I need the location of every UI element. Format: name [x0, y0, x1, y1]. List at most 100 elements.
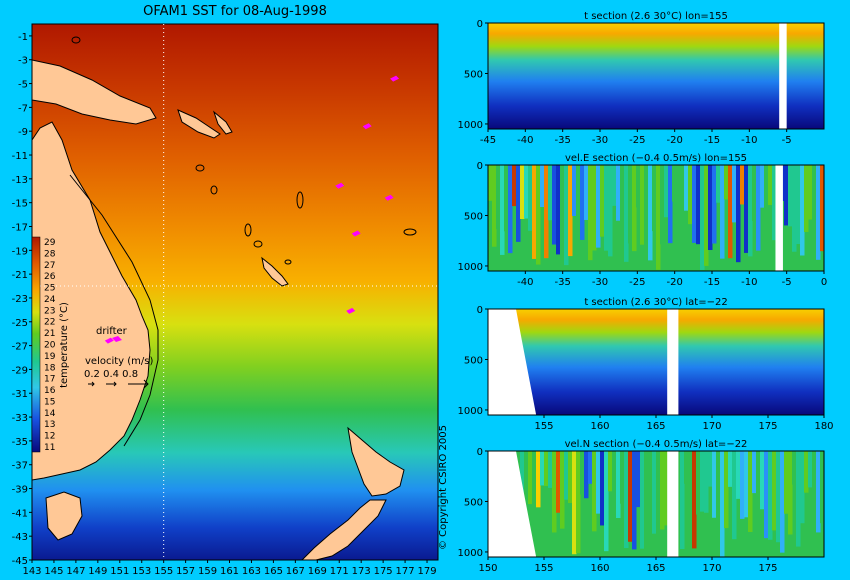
colorbar-tick-label: 18: [44, 363, 56, 373]
vel-n-section-x-tick-label: 165: [646, 563, 665, 574]
vel-e-section-x-tick-label: -40: [517, 277, 533, 288]
vel-e-section-cell: [536, 165, 541, 265]
vel-n-section-cell: [524, 451, 529, 517]
tasmania-landmass: [45, 491, 83, 541]
drifter-legend-label: drifter: [96, 326, 128, 337]
vel-n-section-cell: [572, 451, 577, 555]
vel-e-section-cell: [548, 165, 553, 221]
colorbar-tick-label: 26: [44, 272, 56, 282]
map-x-tick-label: 177: [396, 566, 415, 577]
vel-e-section-x-tick-label: -15: [704, 277, 720, 288]
vel-e-section-cell: [812, 165, 817, 236]
vel-n-section-cell: [788, 451, 793, 535]
t-section-lon-frame: [487, 22, 825, 130]
colorbar-tick-label: 15: [44, 397, 55, 407]
t-section-lon-x-tick-label: -10: [741, 135, 757, 146]
t-section-lat-y-tick-label: 1000: [458, 406, 483, 417]
map-y-tick-label: -9: [18, 127, 28, 138]
vel-n-section-cell: [544, 451, 549, 486]
map-x-tick-label: 155: [154, 566, 173, 577]
colorbar-tick-label: 19: [44, 352, 56, 362]
vel-n-section-x-tick-label: 150: [478, 563, 497, 574]
map-x-tick-label: 165: [264, 566, 283, 577]
vel-e-section-x-tick-label: -5: [782, 277, 792, 288]
small-islands: [71, 36, 417, 265]
vel-e-section-cell: [700, 165, 705, 270]
vel-e-section-cell: [620, 165, 625, 225]
vel-n-section-cell: [740, 451, 745, 519]
vel-n-section-cell: [716, 451, 721, 555]
vel-n-section-cell: [812, 451, 817, 499]
t-section-lon-x-tick-label: -40: [517, 135, 533, 146]
vel-e-section-cell: [684, 165, 689, 211]
velocity-legend-label: velocity (m/s): [85, 356, 153, 367]
vel-e-section-cell: [804, 165, 809, 232]
t-section-lon-x-tick-label: -20: [666, 135, 682, 146]
vel-n-section-cell: [724, 451, 729, 529]
vel-n-section-panel: vel.N section (−0.4 0.5m/s) lat=−22 150 15…: [458, 439, 825, 574]
vel-e-section-cell: [540, 165, 545, 208]
vel-n-section-cell: [736, 451, 741, 499]
vel-n-section-cell: [800, 451, 805, 524]
shelf-contour: [69, 174, 159, 447]
vel-n-section-cell: [696, 451, 701, 515]
vel-e-section-cell: [756, 165, 761, 251]
map-y-tick-label: -21: [12, 270, 28, 281]
vel-n-section-cell: [540, 451, 545, 486]
map-x-tick-label: 157: [176, 566, 195, 577]
vel-n-section-cell: [576, 451, 581, 554]
velocity-legend-arrows: [88, 379, 149, 389]
map-x-tick-label: 163: [242, 566, 261, 577]
map-y-tick-label: -11: [12, 151, 28, 162]
vel-e-section-cell: [820, 165, 825, 252]
vel-n-section-cell: [584, 451, 589, 499]
vel-e-section-cell: [668, 165, 673, 244]
vel-e-section-cell: [512, 165, 517, 207]
australia-landmass: [32, 121, 151, 481]
vel-e-section-cell: [592, 165, 597, 251]
vel-n-section-cell: [712, 451, 717, 518]
map-y-tick-label: -5: [18, 80, 28, 91]
vel-e-section-cell: [608, 165, 613, 257]
vel-e-section-x-tick-label: -35: [554, 277, 570, 288]
vel-e-section-cell: [612, 165, 617, 206]
vel-e-section-cell: [772, 165, 777, 241]
vel-n-section-gap: [667, 451, 679, 557]
colorbar-tick-label: 24: [44, 295, 56, 305]
solomon-islands: [177, 109, 233, 139]
vel-e-section-cell: [584, 165, 589, 220]
t-section-lat-x-tick-label: 170: [702, 421, 721, 432]
t-section-lat-y-tick-label: 500: [464, 355, 483, 366]
vel-n-section-cell: [780, 451, 785, 553]
drifter-point: [384, 194, 394, 201]
vel-n-section-cell: [620, 451, 625, 504]
vel-e-section-cell: [544, 165, 549, 259]
vel-n-section-x-tick-label: 160: [590, 563, 609, 574]
drifter-markers: [104, 75, 400, 344]
vel-e-section-cell: [556, 165, 561, 255]
new-guinea-landmass: [32, 59, 157, 125]
t-section-lon-x-tick-label: -45: [480, 135, 496, 146]
vel-n-section-cell: [756, 451, 761, 535]
vel-e-section-frame: [487, 164, 825, 272]
copyright-text: © Copyright CSIRO 2005: [438, 425, 449, 550]
new-caledonia-island: [261, 256, 289, 287]
vel-e-section-cell: [748, 165, 753, 257]
vel-n-section-cell: [732, 451, 737, 540]
vel-e-section-x-tick-label: -10: [741, 277, 757, 288]
vel-e-section-cell: [496, 165, 501, 230]
vel-e-section-cell: [492, 165, 497, 247]
vel-e-section-cell: [720, 165, 725, 259]
vel-e-section-cell: [632, 165, 637, 252]
colorbar-tick-label: 21: [44, 329, 55, 339]
vel-e-section-cell: [644, 165, 649, 265]
vel-e-section-cell: [488, 165, 493, 201]
vel-n-section-cell: [764, 451, 769, 539]
vel-e-section-cell: [716, 165, 721, 203]
t-section-lat-x-tick-label: 155: [534, 421, 553, 432]
colorbar-tick-label: 11: [44, 443, 55, 453]
map-y-tick-label: -23: [12, 294, 28, 305]
colorbar-tick-label: 22: [44, 318, 55, 328]
colorbar-tick-label: 25: [44, 284, 55, 294]
vel-e-section-cell: [800, 165, 805, 256]
